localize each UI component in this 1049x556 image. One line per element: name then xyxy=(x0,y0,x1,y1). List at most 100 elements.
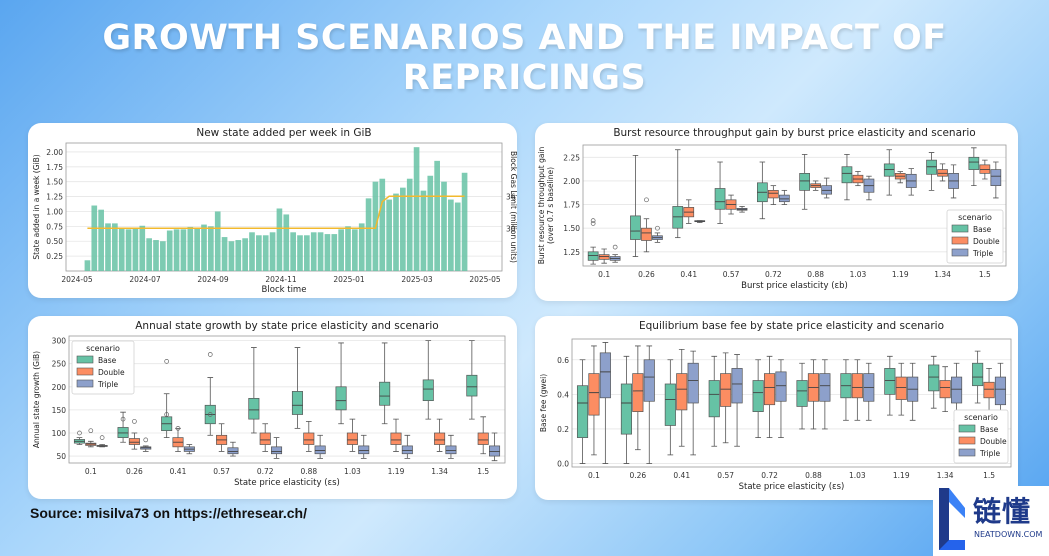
x-tick-label: 0.1 xyxy=(598,270,610,279)
state-bar xyxy=(139,225,146,271)
box-double xyxy=(598,254,610,260)
state-bar xyxy=(365,198,372,271)
state-bar xyxy=(91,205,98,271)
box-base xyxy=(926,159,937,175)
plot-frame xyxy=(571,338,1012,468)
y-tick-label: 0.2 xyxy=(557,425,569,434)
state-bar xyxy=(427,175,434,271)
box-triple xyxy=(951,376,963,404)
y-tick-label: 1.25 xyxy=(46,193,63,202)
outlier-point xyxy=(207,352,213,357)
logo-subtext: NEATDOWN.COM xyxy=(974,530,1043,539)
state-bar xyxy=(317,232,324,271)
box-double xyxy=(632,373,644,412)
state-bar xyxy=(173,229,180,271)
x-tick-label: 0.1 xyxy=(85,467,97,476)
outlier-point xyxy=(88,428,94,434)
legend-swatch-base xyxy=(958,424,976,433)
legend-label-double: Double xyxy=(980,437,1007,446)
annual-chart-svg: Annual state growth by state price elast… xyxy=(32,320,506,488)
box-double xyxy=(641,227,652,241)
x-tick-label: 0.26 xyxy=(126,467,143,476)
state-bar xyxy=(338,229,344,271)
y-tick-label: 2.00 xyxy=(46,148,63,157)
chart-panel-base-fee: Equilibrium base fee by state price elas… xyxy=(535,316,1018,500)
box-base xyxy=(576,385,589,438)
box-base xyxy=(379,381,391,406)
y-tick-label: 0.50 xyxy=(46,237,63,246)
burst-chart-svg: Burst resource throughput gain by burst … xyxy=(537,127,1007,291)
state-bar xyxy=(393,193,399,271)
x-tick-label: 1.19 xyxy=(388,467,405,476)
legend-label-base: Base xyxy=(973,225,992,234)
state-bar xyxy=(386,199,392,271)
box-double xyxy=(346,432,358,445)
state-bar xyxy=(112,223,118,271)
y2-axis-label: Block Gas Limit (million units) xyxy=(509,151,517,263)
x-tick-label: 1.03 xyxy=(849,471,866,480)
state-bar xyxy=(153,240,159,271)
state-bar xyxy=(256,235,262,271)
box-triple xyxy=(643,359,655,402)
x-tick-label: 2024-09 xyxy=(197,275,229,284)
box-triple xyxy=(599,352,611,399)
box-double xyxy=(720,373,732,407)
outlier-point xyxy=(164,412,170,417)
x-axis-label: State price elasticity (εs) xyxy=(234,478,340,488)
state-bar xyxy=(345,226,351,271)
y2-tick-label: 30 xyxy=(506,224,516,233)
x-tick-label: 0.88 xyxy=(300,467,317,476)
legend-swatch-base xyxy=(951,224,969,233)
y-tick-label: 0.6 xyxy=(557,356,569,365)
state-bar xyxy=(166,230,173,271)
state-bar xyxy=(98,209,104,271)
y-tick-label: 1.25 xyxy=(563,248,580,257)
box-triple xyxy=(821,185,832,195)
state-bar xyxy=(448,199,454,271)
box-double xyxy=(259,432,271,445)
outlier-point xyxy=(132,419,137,424)
state-bar xyxy=(434,160,440,271)
x-tick-label: 0.88 xyxy=(807,270,824,279)
state-bar xyxy=(297,235,303,271)
box-base xyxy=(335,386,347,411)
state-bar xyxy=(420,190,427,271)
box-base xyxy=(664,383,676,426)
logo-text: 链懂 xyxy=(973,495,1032,528)
gas-limit-line xyxy=(87,195,465,230)
x-axis-label: Burst price elasticity (εb) xyxy=(741,281,848,291)
box-double xyxy=(895,376,907,400)
box-base xyxy=(796,380,808,407)
box-triple xyxy=(731,368,743,404)
x-tick-label: 0.57 xyxy=(213,467,230,476)
x-tick-label: 0.26 xyxy=(629,471,646,480)
y-tick-label: 300 xyxy=(52,337,67,346)
y-tick-label: 2.00 xyxy=(563,177,580,186)
x-tick-label: 0.57 xyxy=(723,270,740,279)
y-tick-label: 150 xyxy=(52,406,67,415)
legend-label-triple: Triple xyxy=(97,380,118,389)
x-tick-label: 1.34 xyxy=(934,270,951,279)
y-tick-label: 1.50 xyxy=(563,224,580,233)
x-tick-label: 0.1 xyxy=(588,471,600,480)
x-axis-label: Block time xyxy=(262,285,307,295)
state-bar xyxy=(276,208,283,271)
box-double xyxy=(390,432,402,445)
x-tick-label: 1.19 xyxy=(892,270,909,279)
state-bar xyxy=(269,232,276,271)
state-bar xyxy=(201,224,207,271)
box-base xyxy=(466,374,478,397)
x-tick-label: 1.34 xyxy=(937,471,954,480)
box-base xyxy=(672,206,684,229)
state-bar xyxy=(441,181,447,271)
box-double xyxy=(676,373,688,411)
y-tick-label: 1.00 xyxy=(46,207,63,216)
y-tick-label: 250 xyxy=(52,360,67,369)
chart-title: Annual state growth by state price elast… xyxy=(135,320,439,332)
box-triple xyxy=(445,445,457,455)
y-tick-label: 0.4 xyxy=(557,390,569,399)
x-tick-label: 0.72 xyxy=(257,467,274,476)
box-triple xyxy=(775,371,787,402)
legend-title: scenario xyxy=(958,213,992,222)
x-tick-label: 1.03 xyxy=(850,270,867,279)
